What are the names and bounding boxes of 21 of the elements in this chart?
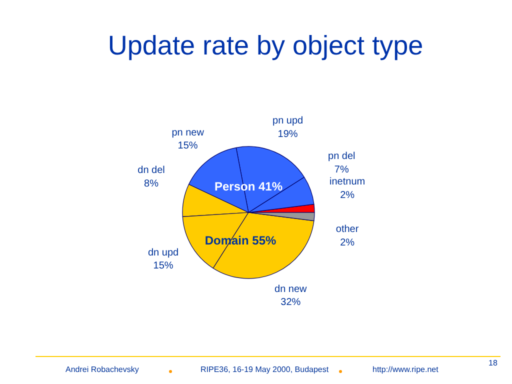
slice-label: dn upd [148,247,179,258]
data-label: 15% [178,140,198,152]
data-label: 2% [340,237,355,248]
text: Andrei Robachevsky [66,365,139,374]
data-label: 2% [340,190,355,201]
slice-label: dn new [274,284,308,296]
data-label: 32% [280,297,301,308]
chart-title: Update rate by object type [108,30,424,60]
slice-label: inetnum [330,176,366,188]
data-label: 7% [334,164,349,176]
text: RIPE36, 16-19 May 2000, Budapest [200,365,330,374]
data-label: 15% [153,260,174,272]
slice-label: pn new [172,127,205,138]
data-label: 8% [144,178,159,190]
slice-label: pn del [328,151,356,162]
text: 18 [488,358,498,368]
data-label: 19% [278,128,298,140]
slice-label: pn upd [272,116,304,127]
slice-label: other [336,224,360,236]
text: http://www.ripe.net [372,365,440,374]
slice-label: dn del [138,165,165,176]
